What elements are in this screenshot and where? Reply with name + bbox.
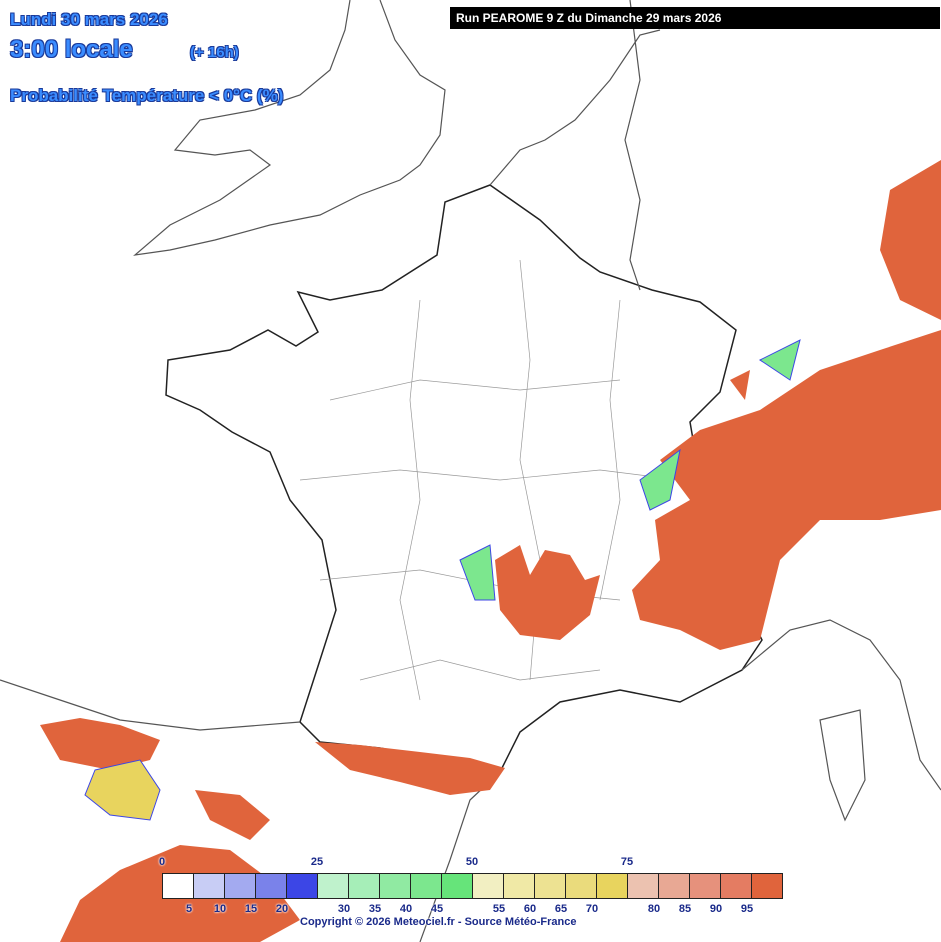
legend-label: 10: [213, 903, 227, 915]
legend-swatch: [224, 873, 256, 899]
subtitle: Probabilité Température < 0°C (%): [10, 86, 284, 105]
cold-area: [730, 160, 941, 400]
legend-label: 50: [465, 856, 479, 868]
copyright: Copyright © 2026 Meteociel.fr - Source M…: [300, 916, 577, 928]
legend-swatch: [162, 873, 194, 899]
time: 3:00 locale: [10, 36, 133, 63]
legend-swatch: [441, 873, 473, 899]
cold-area: [495, 545, 600, 640]
legend-label: 70: [585, 903, 599, 915]
date: Lundi 30 mars 2026: [10, 10, 168, 29]
cold-area: [40, 718, 300, 942]
legend-swatch: [472, 873, 504, 899]
legend-label: 45: [430, 903, 444, 915]
legend-swatch: [565, 873, 597, 899]
legend-label: 95: [740, 903, 754, 915]
legend-swatch: [193, 873, 225, 899]
legend-label: 30: [337, 903, 351, 915]
legend-swatch: [689, 873, 721, 899]
mixed-area: [459, 339, 801, 601]
legend-swatch: [720, 873, 752, 899]
legend-label: 40: [399, 903, 413, 915]
legend-swatch: [379, 873, 411, 899]
legend-swatch: [410, 873, 442, 899]
coastline: [133, 0, 446, 256]
legend-label: 85: [678, 903, 692, 915]
legend-label: 55: [492, 903, 506, 915]
run-label: Run PEAROME 9 Z du Dimanche 29 mars 2026: [450, 7, 940, 29]
legend-label: 25: [310, 856, 324, 868]
legend-label: 60: [523, 903, 537, 915]
cold-area: [315, 742, 505, 795]
legend-label: 35: [368, 903, 382, 915]
legend-swatch: [534, 873, 566, 899]
lead-time: (+ 16h): [190, 44, 239, 61]
mixed-area: [84, 759, 161, 821]
legend-swatch: [658, 873, 690, 899]
legend-swatch: [751, 873, 783, 899]
legend-swatch: [627, 873, 659, 899]
legend-label: 75: [620, 856, 634, 868]
legend-swatch: [348, 873, 380, 899]
legend-swatch: [286, 873, 318, 899]
legend-label: 80: [647, 903, 661, 915]
legend-label: 5: [185, 903, 193, 915]
legend-label: 20: [275, 903, 289, 915]
legend-label: 90: [709, 903, 723, 915]
legend-swatch: [255, 873, 287, 899]
legend-label: 65: [554, 903, 568, 915]
dept-lines: [299, 259, 681, 701]
legend-swatch: [596, 873, 628, 899]
legend-label: 0: [158, 856, 166, 868]
legend-label: 15: [244, 903, 258, 915]
legend-swatch: [317, 873, 349, 899]
cold-area: [632, 330, 941, 650]
legend-swatch: [503, 873, 535, 899]
